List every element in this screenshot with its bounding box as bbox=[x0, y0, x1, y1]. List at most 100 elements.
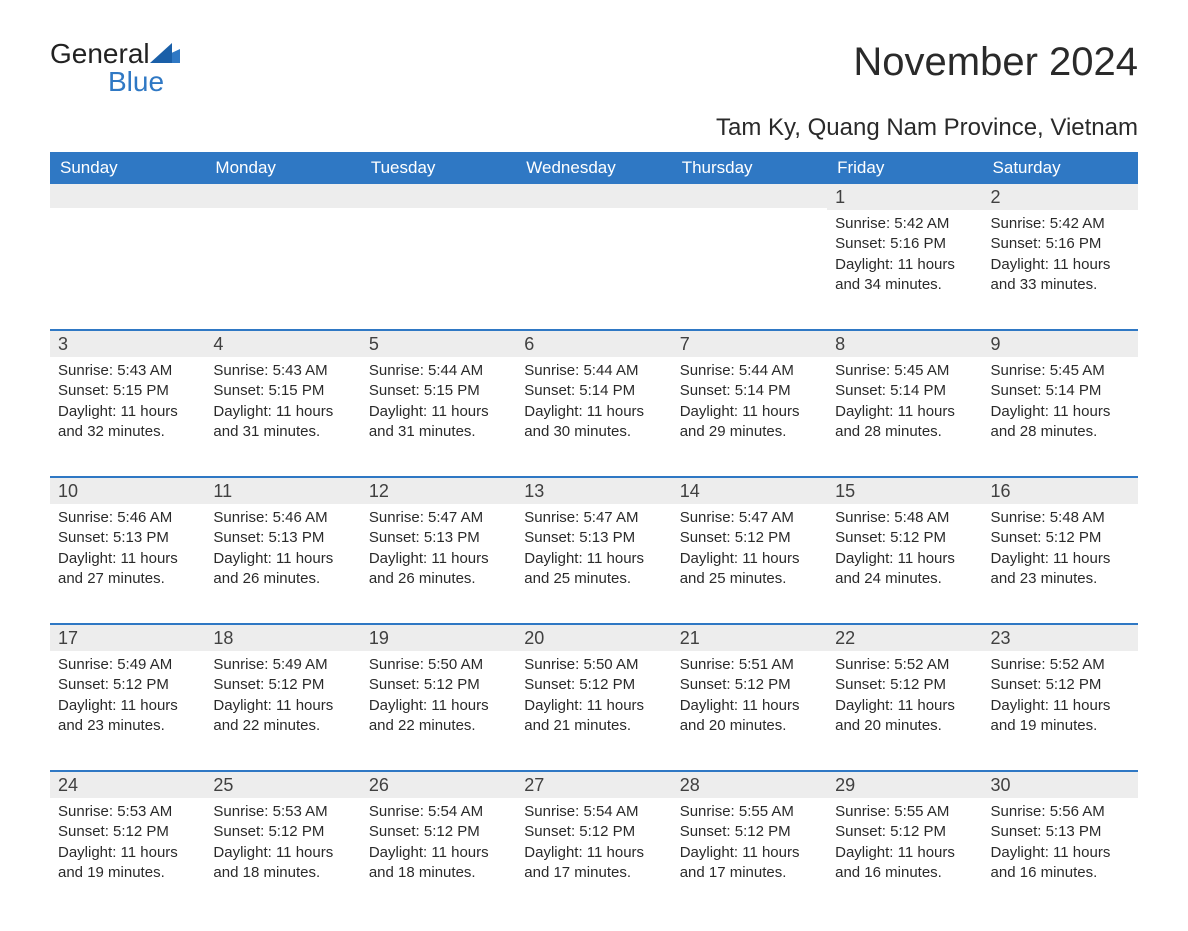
day-details: Sunrise: 5:43 AMSunset: 5:15 PMDaylight:… bbox=[50, 357, 205, 476]
day-number: 29 bbox=[827, 772, 982, 798]
daylight-text: Daylight: 11 hours and 22 minutes. bbox=[213, 696, 352, 737]
calendar-day-cell bbox=[516, 184, 671, 330]
daylight-text: Daylight: 11 hours and 24 minutes. bbox=[835, 549, 974, 590]
day-details: Sunrise: 5:46 AMSunset: 5:13 PMDaylight:… bbox=[50, 504, 205, 623]
day-details bbox=[50, 208, 205, 268]
day-number: 3 bbox=[50, 331, 205, 357]
day-number: 26 bbox=[361, 772, 516, 798]
day-number: 1 bbox=[827, 184, 982, 210]
sunrise-text: Sunrise: 5:44 AM bbox=[524, 361, 663, 381]
calendar-day-cell: 15Sunrise: 5:48 AMSunset: 5:12 PMDayligh… bbox=[827, 477, 982, 624]
day-details: Sunrise: 5:49 AMSunset: 5:12 PMDaylight:… bbox=[205, 651, 360, 770]
day-number: 12 bbox=[361, 478, 516, 504]
day-details: Sunrise: 5:45 AMSunset: 5:14 PMDaylight:… bbox=[983, 357, 1138, 476]
daylight-text: Daylight: 11 hours and 28 minutes. bbox=[991, 402, 1130, 443]
daylight-text: Daylight: 11 hours and 32 minutes. bbox=[58, 402, 197, 443]
weekday-header-row: Sunday Monday Tuesday Wednesday Thursday… bbox=[50, 152, 1138, 184]
day-number: 23 bbox=[983, 625, 1138, 651]
page-title: November 2024 bbox=[853, 40, 1138, 85]
sunrise-text: Sunrise: 5:52 AM bbox=[835, 655, 974, 675]
day-details: Sunrise: 5:47 AMSunset: 5:12 PMDaylight:… bbox=[672, 504, 827, 623]
sunset-text: Sunset: 5:13 PM bbox=[369, 528, 508, 548]
sunset-text: Sunset: 5:13 PM bbox=[213, 528, 352, 548]
calendar-day-cell: 14Sunrise: 5:47 AMSunset: 5:12 PMDayligh… bbox=[672, 477, 827, 624]
sunset-text: Sunset: 5:12 PM bbox=[680, 822, 819, 842]
day-details bbox=[205, 208, 360, 268]
calendar-day-cell: 4Sunrise: 5:43 AMSunset: 5:15 PMDaylight… bbox=[205, 330, 360, 477]
sunset-text: Sunset: 5:12 PM bbox=[835, 675, 974, 695]
calendar-day-cell: 18Sunrise: 5:49 AMSunset: 5:12 PMDayligh… bbox=[205, 624, 360, 771]
calendar-day-cell: 1Sunrise: 5:42 AMSunset: 5:16 PMDaylight… bbox=[827, 184, 982, 330]
sunrise-text: Sunrise: 5:54 AM bbox=[369, 802, 508, 822]
sunrise-text: Sunrise: 5:48 AM bbox=[991, 508, 1130, 528]
day-number: 10 bbox=[50, 478, 205, 504]
calendar-day-cell: 17Sunrise: 5:49 AMSunset: 5:12 PMDayligh… bbox=[50, 624, 205, 771]
day-number: 28 bbox=[672, 772, 827, 798]
sunset-text: Sunset: 5:12 PM bbox=[680, 528, 819, 548]
calendar-day-cell: 13Sunrise: 5:47 AMSunset: 5:13 PMDayligh… bbox=[516, 477, 671, 624]
sunrise-text: Sunrise: 5:49 AM bbox=[58, 655, 197, 675]
daylight-text: Daylight: 11 hours and 30 minutes. bbox=[524, 402, 663, 443]
day-details: Sunrise: 5:44 AMSunset: 5:14 PMDaylight:… bbox=[672, 357, 827, 476]
day-details: Sunrise: 5:43 AMSunset: 5:15 PMDaylight:… bbox=[205, 357, 360, 476]
sunset-text: Sunset: 5:14 PM bbox=[524, 381, 663, 401]
calendar-day-cell: 27Sunrise: 5:54 AMSunset: 5:12 PMDayligh… bbox=[516, 771, 671, 891]
sunset-text: Sunset: 5:12 PM bbox=[991, 675, 1130, 695]
day-number: 16 bbox=[983, 478, 1138, 504]
daylight-text: Daylight: 11 hours and 16 minutes. bbox=[835, 843, 974, 884]
day-number: 4 bbox=[205, 331, 360, 357]
daylight-text: Daylight: 11 hours and 17 minutes. bbox=[680, 843, 819, 884]
day-details: Sunrise: 5:45 AMSunset: 5:14 PMDaylight:… bbox=[827, 357, 982, 476]
daylight-text: Daylight: 11 hours and 31 minutes. bbox=[213, 402, 352, 443]
day-number: 15 bbox=[827, 478, 982, 504]
day-details: Sunrise: 5:54 AMSunset: 5:12 PMDaylight:… bbox=[516, 798, 671, 891]
day-details: Sunrise: 5:50 AMSunset: 5:12 PMDaylight:… bbox=[516, 651, 671, 770]
day-details: Sunrise: 5:54 AMSunset: 5:12 PMDaylight:… bbox=[361, 798, 516, 891]
daylight-text: Daylight: 11 hours and 21 minutes. bbox=[524, 696, 663, 737]
day-details: Sunrise: 5:42 AMSunset: 5:16 PMDaylight:… bbox=[827, 210, 982, 329]
sunrise-text: Sunrise: 5:44 AM bbox=[369, 361, 508, 381]
brand-word-1: General bbox=[50, 38, 150, 69]
day-details bbox=[361, 208, 516, 268]
day-details: Sunrise: 5:56 AMSunset: 5:13 PMDaylight:… bbox=[983, 798, 1138, 891]
calendar-day-cell bbox=[361, 184, 516, 330]
calendar-day-cell: 26Sunrise: 5:54 AMSunset: 5:12 PMDayligh… bbox=[361, 771, 516, 891]
calendar-day-cell: 7Sunrise: 5:44 AMSunset: 5:14 PMDaylight… bbox=[672, 330, 827, 477]
calendar-day-cell: 30Sunrise: 5:56 AMSunset: 5:13 PMDayligh… bbox=[983, 771, 1138, 891]
calendar-day-cell: 24Sunrise: 5:53 AMSunset: 5:12 PMDayligh… bbox=[50, 771, 205, 891]
sunset-text: Sunset: 5:15 PM bbox=[213, 381, 352, 401]
calendar-day-cell bbox=[672, 184, 827, 330]
sunset-text: Sunset: 5:14 PM bbox=[835, 381, 974, 401]
day-number: 17 bbox=[50, 625, 205, 651]
daylight-text: Daylight: 11 hours and 34 minutes. bbox=[835, 255, 974, 296]
day-number: 25 bbox=[205, 772, 360, 798]
weekday-header: Monday bbox=[205, 152, 360, 184]
sunset-text: Sunset: 5:14 PM bbox=[991, 381, 1130, 401]
day-details: Sunrise: 5:46 AMSunset: 5:13 PMDaylight:… bbox=[205, 504, 360, 623]
daylight-text: Daylight: 11 hours and 27 minutes. bbox=[58, 549, 197, 590]
calendar-day-cell: 2Sunrise: 5:42 AMSunset: 5:16 PMDaylight… bbox=[983, 184, 1138, 330]
day-number: 30 bbox=[983, 772, 1138, 798]
calendar-day-cell: 8Sunrise: 5:45 AMSunset: 5:14 PMDaylight… bbox=[827, 330, 982, 477]
sunrise-text: Sunrise: 5:46 AM bbox=[58, 508, 197, 528]
calendar-day-cell: 11Sunrise: 5:46 AMSunset: 5:13 PMDayligh… bbox=[205, 477, 360, 624]
sunset-text: Sunset: 5:12 PM bbox=[680, 675, 819, 695]
sunset-text: Sunset: 5:12 PM bbox=[369, 822, 508, 842]
day-number bbox=[516, 184, 671, 208]
sunrise-text: Sunrise: 5:56 AM bbox=[991, 802, 1130, 822]
day-number bbox=[205, 184, 360, 208]
day-number: 18 bbox=[205, 625, 360, 651]
day-number: 11 bbox=[205, 478, 360, 504]
daylight-text: Daylight: 11 hours and 16 minutes. bbox=[991, 843, 1130, 884]
day-details: Sunrise: 5:52 AMSunset: 5:12 PMDaylight:… bbox=[827, 651, 982, 770]
calendar-day-cell: 6Sunrise: 5:44 AMSunset: 5:14 PMDaylight… bbox=[516, 330, 671, 477]
sunset-text: Sunset: 5:12 PM bbox=[835, 528, 974, 548]
day-details: Sunrise: 5:53 AMSunset: 5:12 PMDaylight:… bbox=[50, 798, 205, 891]
calendar-day-cell: 5Sunrise: 5:44 AMSunset: 5:15 PMDaylight… bbox=[361, 330, 516, 477]
daylight-text: Daylight: 11 hours and 19 minutes. bbox=[991, 696, 1130, 737]
day-number bbox=[50, 184, 205, 208]
sunrise-text: Sunrise: 5:47 AM bbox=[680, 508, 819, 528]
daylight-text: Daylight: 11 hours and 20 minutes. bbox=[680, 696, 819, 737]
sunrise-text: Sunrise: 5:45 AM bbox=[991, 361, 1130, 381]
daylight-text: Daylight: 11 hours and 20 minutes. bbox=[835, 696, 974, 737]
